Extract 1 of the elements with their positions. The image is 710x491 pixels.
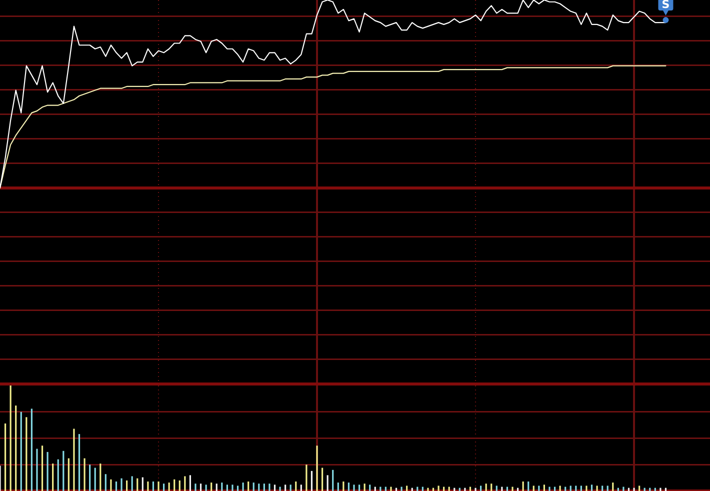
annotation: S [662, 0, 670, 12]
